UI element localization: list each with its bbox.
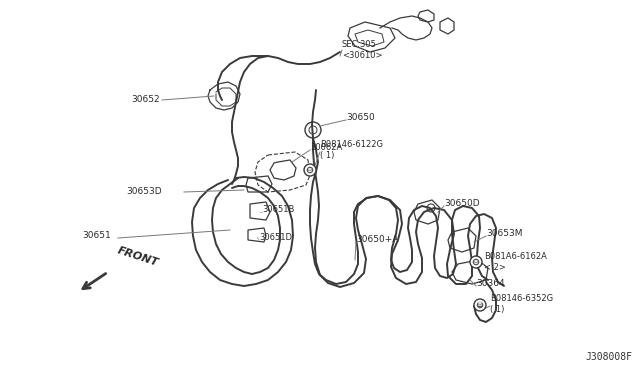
Text: B: B xyxy=(308,167,312,173)
Text: 30062A: 30062A xyxy=(310,144,342,153)
Circle shape xyxy=(304,164,316,176)
Text: J308008F: J308008F xyxy=(585,352,632,362)
Text: 30651D: 30651D xyxy=(259,234,292,243)
Text: 30652: 30652 xyxy=(131,96,160,105)
Text: SEC.305
<30610>: SEC.305 <30610> xyxy=(342,40,383,60)
Text: 30651: 30651 xyxy=(82,231,111,241)
Circle shape xyxy=(473,259,479,265)
Text: 30650: 30650 xyxy=(346,113,375,122)
Circle shape xyxy=(307,167,314,173)
Circle shape xyxy=(470,256,482,268)
Text: FRONT: FRONT xyxy=(116,245,159,268)
Text: 30653M: 30653M xyxy=(486,230,522,238)
Circle shape xyxy=(474,299,486,311)
Circle shape xyxy=(477,302,483,308)
Text: 30650D: 30650D xyxy=(444,199,479,208)
Text: 30364: 30364 xyxy=(476,279,504,289)
Text: 30651B: 30651B xyxy=(262,205,294,215)
Text: B08146-6122G
( 1): B08146-6122G ( 1) xyxy=(320,140,383,160)
Text: B: B xyxy=(478,302,482,308)
Text: B: B xyxy=(474,260,478,264)
Text: B081A6-6162A
< 2>: B081A6-6162A < 2> xyxy=(484,252,547,272)
Text: B08146-6352G
( 1): B08146-6352G ( 1) xyxy=(490,294,553,314)
Text: 30653D: 30653D xyxy=(126,187,162,196)
Text: 30650+A: 30650+A xyxy=(356,235,398,244)
